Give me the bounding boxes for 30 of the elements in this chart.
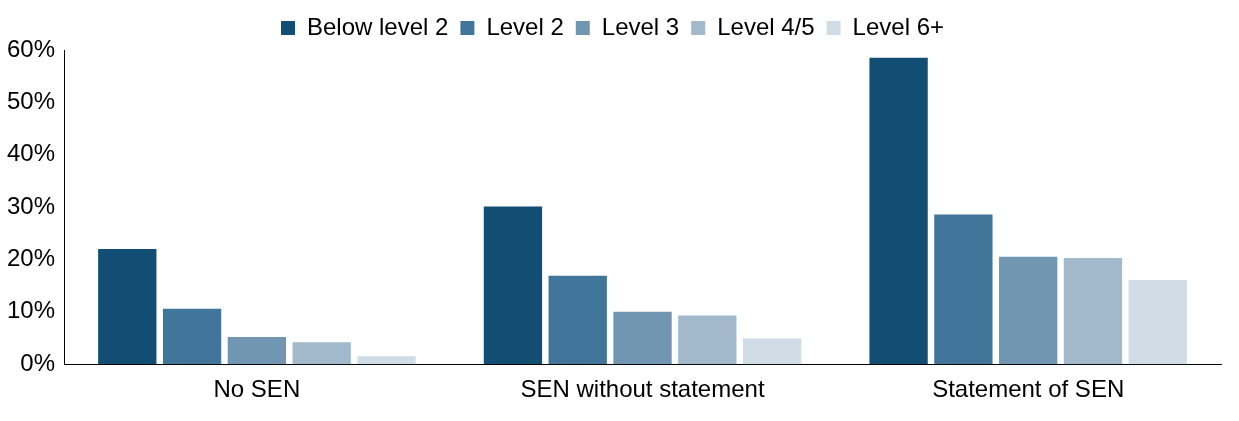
legend-label: Below level 2 <box>307 12 449 40</box>
y-tick-label: 40% <box>6 139 56 167</box>
bar <box>227 336 287 365</box>
y-tick-label: 10% <box>6 296 56 324</box>
bar <box>548 275 607 365</box>
legend-label: Level 4/5 <box>717 12 815 40</box>
y-tick-label: 30% <box>6 191 56 219</box>
bar <box>678 315 737 365</box>
y-tick-label: 20% <box>6 244 56 272</box>
bar <box>934 214 993 365</box>
x-tick-label: SEN without statement <box>520 375 765 403</box>
bar <box>357 356 416 365</box>
legend-label: Level 2 <box>486 12 564 40</box>
legend-label: Level 6+ <box>852 12 944 40</box>
bar <box>613 311 672 365</box>
legend-label: Level 3 <box>601 12 680 40</box>
y-tick-label: 50% <box>6 86 56 114</box>
x-tick-label: Statement of SEN <box>932 375 1125 403</box>
bar <box>869 57 928 365</box>
bar <box>162 308 222 365</box>
bar <box>98 248 157 365</box>
bar <box>742 338 802 365</box>
y-tick-label: 0% <box>20 348 56 376</box>
bar <box>999 256 1058 365</box>
bar <box>1063 257 1123 365</box>
x-tick-label: No SEN <box>213 375 301 403</box>
bar <box>1128 279 1187 365</box>
bar <box>292 342 351 365</box>
y-tick-label: 60% <box>6 34 56 62</box>
bar <box>483 206 543 365</box>
